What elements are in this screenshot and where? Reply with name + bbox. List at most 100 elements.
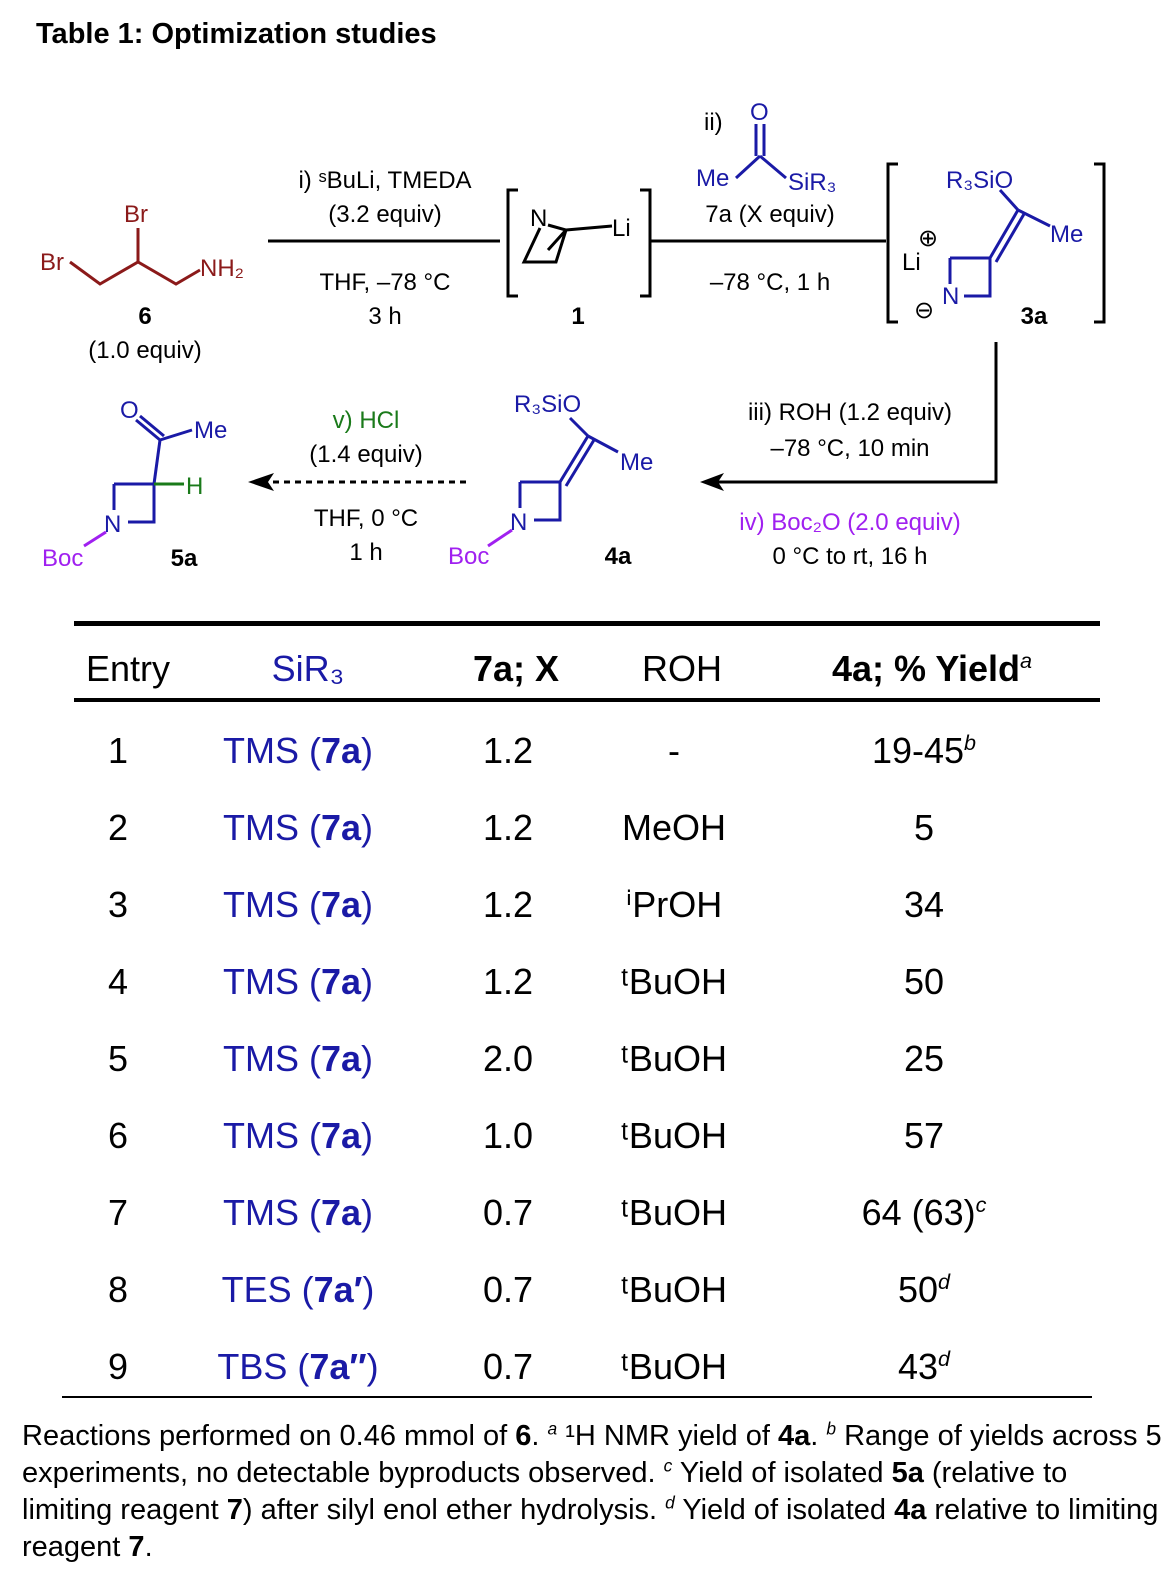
li-atom-3a: Li [902, 249, 921, 276]
table-row-yield: 64 (63)c [861, 1192, 987, 1233]
nh2-group: NH₂ [200, 255, 244, 282]
table-row-roh: ᵗBuOH [621, 1038, 727, 1079]
table-row-sir3: TMS (7a) [222, 730, 374, 771]
o-atom-7a: O [750, 99, 769, 126]
table-row-roh: ⁱPrOH [625, 884, 723, 925]
step4-conditions: 0 °C to rt, 16 h [772, 543, 927, 570]
table-row-entry: 3 [107, 884, 129, 925]
table-row-yield: 5 [913, 807, 935, 848]
header-sir3: SiR₃ [271, 648, 345, 689]
intermediate-3a [948, 188, 1051, 298]
header-roh: ROH [642, 648, 722, 689]
r3sio-3a: R₃SiO [946, 167, 1013, 194]
table-row-yield: 25 [903, 1038, 945, 1079]
table-row-yield: 19-45b [871, 730, 977, 771]
table-row-sir3: TMS (7a) [222, 1115, 374, 1156]
table-row-entry: 9 [107, 1346, 129, 1387]
table-row-equiv: 1.0 [482, 1115, 534, 1156]
step2-conditions: –78 °C, 1 h [710, 269, 830, 296]
table-row-yield: 50 [903, 961, 945, 1002]
step5-time: 1 h [349, 539, 382, 566]
minus-charge: ⊖ [914, 297, 934, 324]
table-row-equiv: 1.2 [482, 730, 534, 771]
me-4a: Me [620, 449, 653, 476]
me-5a: Me [194, 417, 227, 444]
compound-6 [69, 228, 201, 286]
arrow-step-3 [716, 342, 998, 484]
r3sio-4a: R₃SiO [514, 391, 581, 418]
boc-5a: Boc [42, 545, 83, 572]
br-left: Br [40, 249, 64, 276]
table-row-yield: 43d [897, 1346, 951, 1387]
step3-conditions: –78 °C, 10 min [770, 435, 929, 462]
step1-reagent: i) ˢBuLi, TMEDA [298, 167, 471, 194]
table-row-equiv: 1.2 [482, 884, 534, 925]
plus-charge: ⊕ [918, 225, 938, 252]
table-row-sir3: TES (7a′) [221, 1269, 375, 1310]
table-row-yield: 50d [897, 1269, 951, 1310]
me-3a: Me [1050, 221, 1083, 248]
step5-conditions: THF, 0 °C [314, 505, 418, 532]
n-atom-1: N [530, 205, 547, 232]
sir3-7a: SiR₃ [788, 169, 836, 196]
step4-reagent: iv) Boc₂O (2.0 equiv) [739, 509, 960, 536]
br-top: Br [124, 201, 148, 228]
table-row-entry: 2 [107, 807, 129, 848]
acylsilane-7a [734, 124, 787, 180]
table-row-yield: 57 [903, 1115, 945, 1156]
h-atom-5a: H [186, 473, 203, 500]
table-row-sir3: TMS (7a) [222, 807, 374, 848]
header-7a-x: 7a; X [472, 648, 560, 689]
table-row-equiv: 0.7 [482, 1346, 534, 1387]
step1-equiv: (3.2 equiv) [328, 201, 441, 228]
n-atom-5a: N [104, 511, 121, 538]
label-4a: 4a [605, 543, 632, 570]
table-row-entry: 7 [107, 1192, 129, 1233]
n-atom-3a: N [942, 283, 959, 310]
step5-reagent: v) HCl [333, 407, 400, 434]
label-5a: 5a [171, 545, 198, 572]
table-row-sir3: TMS (7a) [222, 961, 374, 1002]
table-row-yield: 34 [903, 884, 945, 925]
table-row-entry: 4 [107, 961, 129, 1002]
table-header-rule [74, 698, 1100, 702]
me-7a: Me [696, 165, 729, 192]
table-row-roh: ᵗBuOH [621, 1115, 727, 1156]
table-row-entry: 6 [107, 1115, 129, 1156]
table-row-equiv: 1.2 [482, 961, 534, 1002]
compound-4a [518, 416, 619, 522]
step2-label: ii) [704, 109, 723, 136]
label-6: 6 [138, 303, 151, 330]
compound-5a [112, 414, 193, 524]
table-row-roh: ᵗBuOH [621, 1269, 727, 1310]
table-row-roh: ᵗBuOH [621, 1346, 727, 1387]
header-entry: Entry [85, 648, 171, 689]
table-row-equiv: 2.0 [482, 1038, 534, 1079]
intermediate-3a-brackets [886, 162, 1106, 324]
table-row-roh: - [668, 730, 680, 771]
table-row-roh: ᵗBuOH [621, 1192, 727, 1233]
table-bottom-rule [62, 1396, 1092, 1398]
table-row-sir3: TBS (7a″) [217, 1346, 379, 1387]
boc-4a: Boc [448, 543, 489, 570]
intermediate-1 [506, 188, 652, 298]
table-top-rule [74, 621, 1100, 626]
step2-reagent: 7a (X equiv) [705, 201, 834, 228]
table-row-sir3: TMS (7a) [222, 1038, 374, 1079]
table-title: Table 1: Optimization studies [36, 18, 437, 50]
label-1: 1 [571, 303, 584, 330]
table-row-entry: 8 [107, 1269, 129, 1310]
step3-reagent: iii) ROH (1.2 equiv) [748, 399, 952, 426]
table-row-sir3: TMS (7a) [222, 1192, 374, 1233]
table-row-entry: 5 [107, 1038, 129, 1079]
table-row-equiv: 0.7 [482, 1269, 534, 1310]
table-row-sir3: TMS (7a) [222, 884, 374, 925]
table-row-equiv: 0.7 [482, 1192, 534, 1233]
table-row-entry: 1 [107, 730, 129, 771]
header-yield: 4a; % Yielda [831, 648, 1033, 689]
o-atom-5a: O [120, 397, 139, 424]
label-3a: 3a [1021, 303, 1048, 330]
step1-conditions: THF, –78 °C [320, 269, 451, 296]
table-row-roh: MeOH [621, 807, 727, 848]
table-row-equiv: 1.2 [482, 807, 534, 848]
